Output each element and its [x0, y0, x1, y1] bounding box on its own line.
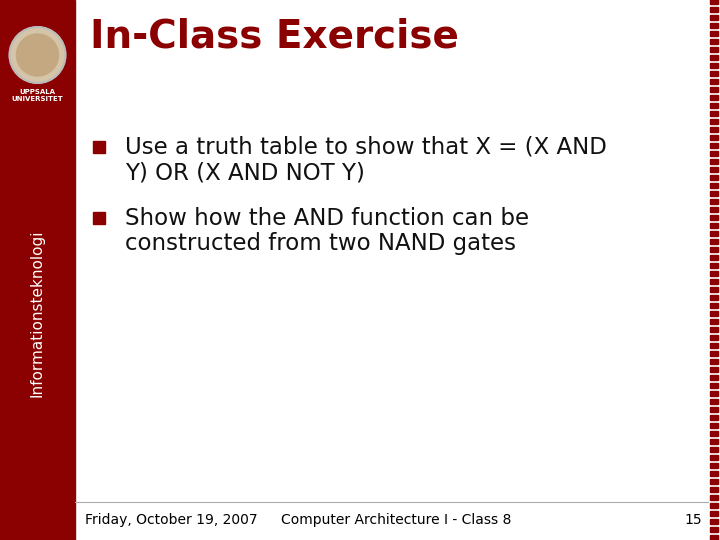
Bar — [710, 303, 718, 308]
Bar — [710, 223, 718, 228]
Bar — [710, 271, 718, 276]
Text: In-Class Exercise: In-Class Exercise — [90, 18, 459, 56]
Bar — [710, 231, 718, 236]
Bar — [0, 0, 75, 540]
Circle shape — [9, 27, 66, 83]
Bar — [710, 143, 718, 148]
Bar — [710, 167, 718, 172]
Bar — [710, 31, 718, 36]
Bar — [710, 95, 718, 100]
Bar — [710, 79, 718, 84]
Bar — [710, 375, 718, 380]
Bar — [710, 511, 718, 516]
Bar — [710, 519, 718, 524]
Bar — [710, 463, 718, 468]
Text: Computer Architecture I - Class 8: Computer Architecture I - Class 8 — [281, 513, 511, 527]
Bar — [93, 212, 105, 224]
Bar — [710, 495, 718, 500]
Bar — [710, 127, 718, 132]
Bar — [710, 503, 718, 508]
Bar — [93, 141, 105, 153]
Bar — [710, 199, 718, 204]
Bar — [710, 367, 718, 372]
Bar — [710, 71, 718, 76]
Bar — [710, 47, 718, 52]
Bar — [710, 527, 718, 532]
Bar — [710, 23, 718, 28]
Bar — [710, 175, 718, 180]
Bar — [710, 535, 718, 540]
Bar — [710, 263, 718, 268]
Bar — [710, 487, 718, 492]
Bar — [710, 327, 718, 332]
Bar — [710, 319, 718, 324]
Bar — [710, 135, 718, 140]
Text: Y) OR (X AND NOT Y): Y) OR (X AND NOT Y) — [125, 161, 365, 184]
Bar — [710, 63, 718, 68]
Bar — [710, 207, 718, 212]
Bar — [710, 391, 718, 396]
Text: 15: 15 — [685, 513, 702, 527]
Bar — [710, 191, 718, 196]
Bar — [710, 15, 718, 20]
Bar — [710, 111, 718, 116]
Bar — [710, 87, 718, 92]
Bar — [710, 0, 718, 4]
Bar — [710, 103, 718, 108]
Bar — [710, 7, 718, 12]
Bar — [710, 183, 718, 188]
Bar — [710, 471, 718, 476]
Text: UPPSALA
UNIVERSITET: UPPSALA UNIVERSITET — [12, 89, 63, 102]
Bar — [710, 455, 718, 460]
Bar — [710, 215, 718, 220]
Bar — [710, 255, 718, 260]
Bar — [710, 407, 718, 412]
Bar — [710, 415, 718, 420]
Bar — [710, 287, 718, 292]
Text: Informationsteknologi: Informationsteknologi — [30, 230, 45, 397]
Bar — [710, 39, 718, 44]
Bar — [710, 383, 718, 388]
Bar — [710, 447, 718, 452]
Bar — [710, 399, 718, 404]
Text: Show how the AND function can be: Show how the AND function can be — [125, 207, 529, 229]
Text: Use a truth table to show that X = (X AND: Use a truth table to show that X = (X AN… — [125, 136, 607, 159]
Bar — [710, 151, 718, 156]
Text: Friday, October 19, 2007: Friday, October 19, 2007 — [85, 513, 258, 527]
Bar — [710, 439, 718, 444]
Bar — [710, 55, 718, 60]
Bar — [710, 335, 718, 340]
Bar — [710, 119, 718, 124]
Bar — [710, 431, 718, 436]
Bar — [710, 359, 718, 364]
Bar — [710, 423, 718, 428]
Bar — [710, 279, 718, 284]
Circle shape — [17, 34, 58, 76]
Text: constructed from two NAND gates: constructed from two NAND gates — [125, 232, 516, 255]
Bar — [710, 239, 718, 244]
Bar — [710, 247, 718, 252]
Bar — [710, 351, 718, 356]
Bar — [710, 311, 718, 316]
Bar — [710, 295, 718, 300]
Bar — [710, 343, 718, 348]
Bar — [710, 159, 718, 164]
Bar — [710, 479, 718, 484]
